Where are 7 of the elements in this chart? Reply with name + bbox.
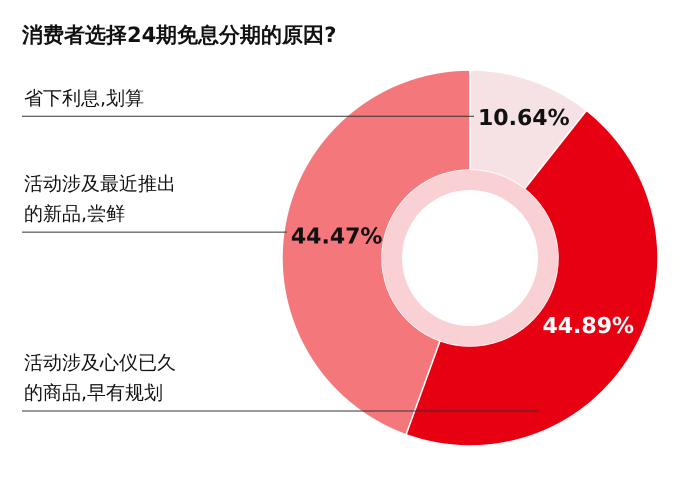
slice-label: 活动涉及最近推出的新品,尝鲜: [24, 173, 176, 226]
data-label: 44.47%: [290, 224, 382, 250]
slice-label: 活动涉及心仪已久的商品,早有规划: [24, 352, 176, 404]
chart-title: 消费者选择24期免息分期的原因?: [21, 23, 336, 47]
data-label: 44.89%: [542, 314, 634, 339]
slice-label: 省下利息,划算: [24, 87, 144, 110]
data-label: 10.64%: [478, 106, 570, 131]
